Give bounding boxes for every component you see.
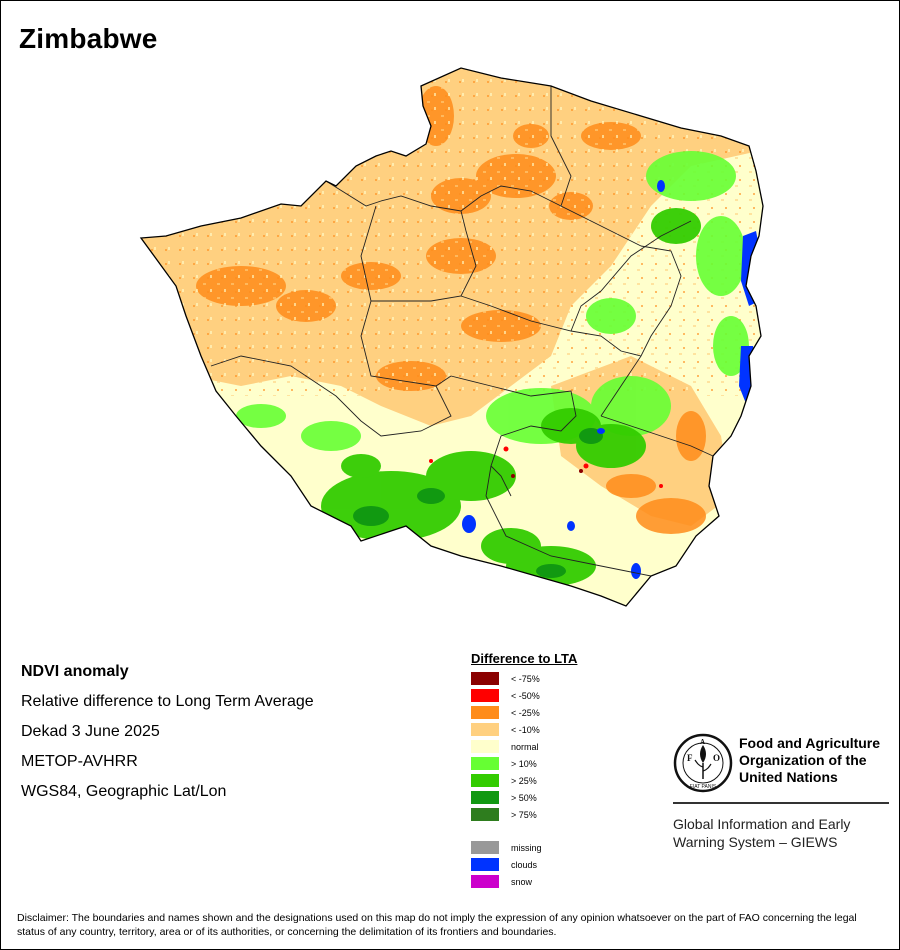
legend-item-label: normal [511, 741, 539, 752]
giews-name: Global Information and Early Warning Sys… [673, 815, 893, 851]
legend-extra-item-row: missing [471, 839, 671, 856]
info-product: NDVI anomaly [21, 663, 129, 680]
legend-item-swatch [471, 774, 499, 787]
fao-name-line-2: Organization of the [739, 752, 867, 768]
info-sensor: METOP-AVHRR [21, 753, 138, 770]
legend-item-label: < -25% [511, 707, 540, 718]
fao-name: Food and Agriculture Organization of the… [739, 735, 899, 786]
legend-extra-item-row: clouds [471, 856, 671, 873]
dark-red-spots [511, 469, 583, 478]
logo-motto: FIAT PANIS [690, 784, 717, 790]
legend-item-row: normal [471, 738, 671, 755]
giews-line-1: Global Information and Early [673, 816, 851, 832]
info-period: Dekad 3 June 2025 [21, 723, 160, 740]
legend-item-swatch [471, 757, 499, 770]
legend-item-swatch [471, 672, 499, 685]
legend-extra-item-label: clouds [511, 859, 538, 870]
legend-item-row: > 10% [471, 755, 671, 772]
legend-item-swatch [471, 706, 499, 719]
legend-item-swatch [471, 689, 499, 702]
legend-item-swatch [471, 808, 499, 821]
legend-item-label: < -75% [511, 673, 540, 684]
legend-item-swatch [471, 740, 499, 753]
country-outline [139, 67, 764, 607]
legend-item-swatch [471, 723, 499, 736]
logo-letter-o: O [713, 753, 720, 763]
legend-item-swatch [471, 791, 499, 804]
fao-divider [673, 802, 889, 804]
legend-item-label: > 10% [511, 758, 537, 769]
legend-item-row: < -10% [471, 721, 671, 738]
map-title: Zimbabwe [19, 23, 158, 54]
logo-letter-a: A [700, 738, 705, 746]
legend-item-label: > 25% [511, 775, 537, 786]
legend-item-row: > 25% [471, 772, 671, 789]
logo-letter-f: F [687, 753, 693, 763]
legend-extra-item-label: missing [511, 842, 542, 853]
legend-extra-item-swatch [471, 875, 499, 888]
legend: Difference to LTA < -75% < -50% < -25% < -1… [471, 651, 671, 890]
legend-item-row: > 75% [471, 806, 671, 823]
legend-extra-item-swatch [471, 858, 499, 871]
red-spots [429, 446, 663, 488]
legend-item-row: < -25% [471, 704, 671, 721]
legend-extra-item-row: snow [471, 873, 671, 890]
info-projection: WGS84, Geographic Lat/Lon [21, 783, 227, 800]
province-boundaries [210, 86, 714, 577]
fao-branding: F A O FIAT PANIS Food and Agriculture Or… [669, 729, 891, 857]
fao-name-line-1: Food and Agriculture [739, 735, 881, 751]
giews-line-2: Warning System – GIEWS [673, 834, 838, 850]
zone-wet-very [353, 428, 603, 578]
map-info: NDVI anomaly Relative difference to Long… [21, 657, 314, 807]
legend-item-row: > 50% [471, 789, 671, 806]
legend-item-label: < -50% [511, 690, 540, 701]
zone-wet-light [236, 151, 749, 451]
legend-title: Difference to LTA [471, 651, 578, 666]
legend-extra-item-swatch [471, 841, 499, 854]
legend-item-row: < -50% [471, 687, 671, 704]
info-description: Relative difference to Long Term Average [21, 693, 314, 710]
ndvi-anomaly-map [139, 67, 764, 607]
disclaimer: Disclaimer: The boundaries and names sho… [17, 912, 857, 938]
fao-name-line-3: United Nations [739, 769, 838, 785]
legend-extra-item-label: snow [511, 876, 533, 887]
legend-item-label: > 75% [511, 809, 537, 820]
legend-item-label: < -10% [511, 724, 540, 735]
fao-logo-icon: F A O FIAT PANIS [673, 733, 733, 793]
legend-item-label: > 50% [511, 792, 537, 803]
legend-item-row: < -75% [471, 670, 671, 687]
